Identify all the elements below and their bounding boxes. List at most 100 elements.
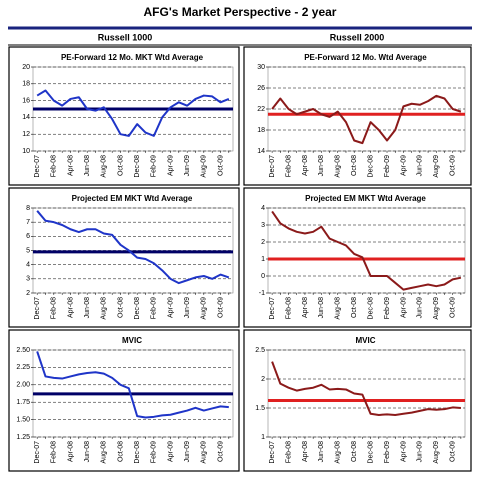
x-tick-label: Oct-09 — [217, 441, 224, 462]
y-tick-label: 18 — [22, 81, 30, 88]
y-tick-label: 7 — [26, 219, 30, 226]
x-tick-label: Aug-09 — [201, 297, 208, 320]
y-tick-label: 1.5 — [255, 405, 265, 412]
x-tick-label: Jun-08 — [84, 297, 91, 319]
x-tick-label: Dec-07 — [34, 441, 41, 464]
x-tick-label: Oct-08 — [351, 155, 358, 176]
y-tick-label: 3 — [261, 222, 265, 229]
x-tick-label: Aug-09 — [201, 441, 208, 464]
x-tick-label: Aug-08 — [101, 441, 108, 464]
y-tick-label: 18 — [257, 127, 265, 134]
x-tick-label: Oct-09 — [217, 297, 224, 318]
x-tick-label: Dec-08 — [134, 297, 141, 320]
plot-area — [267, 207, 466, 294]
x-tick-label: Apr-09 — [167, 297, 174, 318]
x-tick-label: Apr-09 — [400, 155, 407, 176]
data-line — [36, 351, 229, 419]
x-tick-label: Apr-08 — [67, 297, 74, 318]
x-tick-label: Feb-09 — [151, 297, 158, 319]
panel-frame — [243, 46, 472, 186]
x-tick-label: Jun-08 — [318, 297, 325, 319]
x-tick-label: Feb-08 — [285, 155, 292, 177]
y-tick-label: 0 — [261, 273, 265, 280]
x-tick-label: Apr-08 — [302, 155, 309, 176]
y-tick-label: 1 — [261, 256, 265, 263]
y-tick-label: 12 — [22, 131, 30, 138]
data-line — [36, 89, 230, 137]
y-tick-label: 2 — [261, 239, 265, 246]
chart-title: Projected EM MKT Wtd Average — [305, 194, 426, 203]
x-tick-label: Jun-09 — [417, 155, 424, 177]
x-tick-label: Oct-08 — [117, 297, 124, 318]
chart-title: Projected EM MKT Wtd Average — [72, 194, 193, 203]
x-tick-label: Jun-09 — [417, 441, 424, 463]
page-title: AFG's Market Perspective - 2 year — [144, 5, 337, 19]
x-tick-label: Aug-08 — [101, 297, 108, 320]
x-tick-label: Apr-09 — [400, 441, 407, 462]
x-tick-label: Feb-08 — [285, 441, 292, 463]
y-tick-label: 1 — [261, 434, 265, 441]
x-tick-label: Dec-08 — [367, 441, 374, 464]
x-tick-label: Jun-09 — [184, 297, 191, 319]
panel-frame — [8, 46, 240, 186]
y-tick-label: 8 — [26, 205, 30, 212]
x-tick-label: Jun-09 — [184, 155, 191, 177]
y-tick-label: 14 — [257, 148, 265, 155]
data-line — [36, 210, 230, 285]
x-tick-label: Dec-08 — [134, 441, 141, 464]
y-tick-label: 2.25 — [16, 364, 30, 371]
x-tick-label: Jun-08 — [84, 155, 91, 177]
x-tick-label: Dec-07 — [269, 441, 276, 464]
x-tick-label: Oct-09 — [450, 155, 457, 176]
data-line — [271, 210, 462, 291]
x-tick-label: Dec-08 — [367, 155, 374, 178]
x-tick-label: Dec-07 — [34, 297, 41, 320]
x-tick-label: Aug-08 — [335, 155, 342, 178]
x-tick-label: Feb-08 — [285, 297, 292, 319]
data-line — [271, 94, 462, 145]
x-tick-label: Apr-09 — [167, 441, 174, 462]
x-tick-label: Apr-08 — [302, 441, 309, 462]
plot-area — [267, 349, 466, 438]
y-tick-label: 4 — [261, 205, 265, 212]
x-tick-label: Dec-07 — [269, 155, 276, 178]
y-tick-label: 30 — [257, 64, 265, 71]
x-tick-label: Feb-09 — [151, 441, 158, 463]
x-tick-label: Dec-08 — [134, 155, 141, 178]
x-tick-label: Jun-09 — [417, 297, 424, 319]
y-tick-label: 2.5 — [255, 347, 265, 354]
y-tick-label: 2 — [26, 290, 30, 297]
x-tick-label: Jun-09 — [184, 441, 191, 463]
x-tick-label: Apr-08 — [67, 441, 74, 462]
y-tick-label: 5 — [26, 247, 30, 254]
x-tick-label: Aug-09 — [433, 155, 440, 178]
x-tick-label: Aug-09 — [433, 297, 440, 320]
x-tick-label: Oct-09 — [450, 297, 457, 318]
x-tick-label: Oct-09 — [217, 155, 224, 176]
x-tick-label: Feb-08 — [51, 297, 58, 319]
chart-title: PE-Forward 12 Mo. Wtd Average — [304, 53, 427, 62]
y-tick-label: 22 — [257, 106, 265, 113]
y-tick-label: 2.50 — [16, 347, 30, 354]
x-tick-label: Oct-08 — [351, 441, 358, 462]
chart-title: PE-Forward 12 Mo. MKT Wtd Average — [61, 53, 204, 62]
x-tick-label: Aug-08 — [335, 297, 342, 320]
x-tick-label: Apr-08 — [302, 297, 309, 318]
chart-title: MVIC — [356, 336, 376, 345]
y-tick-label: 10 — [22, 148, 30, 155]
x-tick-label: Jun-08 — [318, 155, 325, 177]
y-tick-label: 1.25 — [16, 434, 30, 441]
x-tick-label: Apr-08 — [67, 155, 74, 176]
column-header: Russell 1000 — [98, 32, 153, 42]
data-line — [271, 361, 461, 416]
x-tick-label: Feb-09 — [384, 441, 391, 463]
y-tick-label: 16 — [22, 97, 30, 104]
y-tick-label: 26 — [257, 85, 265, 92]
y-tick-label: 20 — [22, 64, 30, 71]
x-tick-label: Oct-09 — [450, 441, 457, 462]
x-tick-label: Apr-09 — [167, 155, 174, 176]
y-tick-label: 3 — [26, 276, 30, 283]
y-tick-label: 4 — [26, 262, 30, 269]
column-header: Russell 2000 — [330, 32, 385, 42]
x-tick-label: Oct-08 — [117, 155, 124, 176]
